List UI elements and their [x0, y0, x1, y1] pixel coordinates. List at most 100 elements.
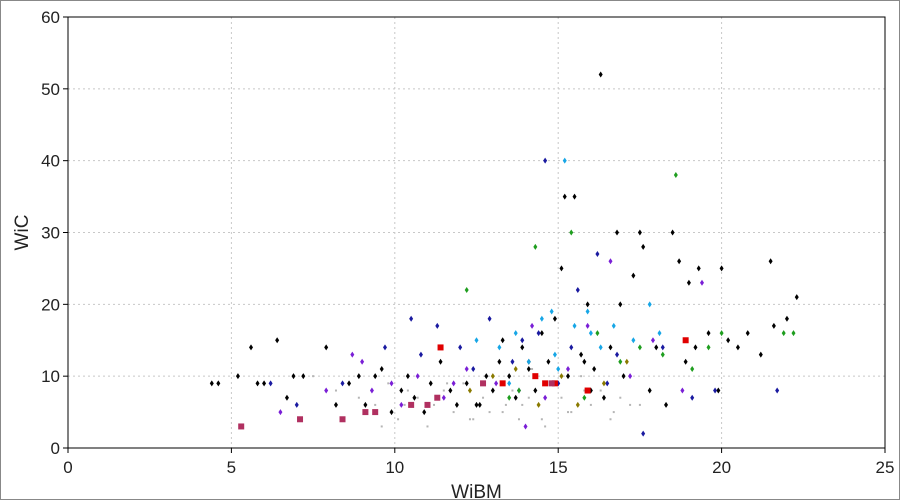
data-point-black [464, 380, 469, 387]
y-tick-label: 60 [41, 8, 60, 27]
data-point-black [608, 344, 613, 351]
data-point-black [566, 373, 571, 380]
data-point-gray [531, 367, 534, 370]
data-point-green [569, 229, 574, 236]
data-point-gray [567, 411, 570, 414]
data-point-purple [389, 380, 394, 387]
data-point-green [781, 330, 786, 337]
data-point-black [631, 272, 636, 279]
data-point-black [601, 394, 606, 401]
data-point-navy [487, 315, 492, 322]
data-point-cyan [549, 308, 554, 315]
data-point-black [399, 387, 404, 394]
data-point-black [438, 358, 443, 365]
data-point-cyan [611, 322, 616, 329]
data-point-purple [530, 322, 535, 329]
data-point-red [682, 337, 689, 344]
data-point-gray [433, 403, 436, 406]
data-point-purple [360, 358, 365, 365]
data-point-black [706, 330, 711, 337]
data-point-gray [442, 389, 445, 392]
data-point-purple [585, 322, 590, 329]
y-tick-label: 10 [41, 367, 60, 386]
data-point-maroon [408, 401, 415, 408]
data-point-navy [595, 251, 600, 258]
data-point-black [448, 387, 453, 394]
data-point-maroon [548, 380, 555, 387]
data-point-purple [399, 401, 404, 408]
y-tick-label: 40 [41, 152, 60, 171]
data-point-red [551, 380, 558, 387]
y-tick-label: 0 [51, 439, 60, 458]
data-point-navy [775, 387, 780, 394]
data-point-black [539, 330, 544, 337]
data-point-gray [527, 396, 530, 399]
data-point-maroon [297, 416, 304, 423]
data-point-purple [369, 387, 374, 394]
data-point-green [719, 330, 724, 337]
data-point-navy [418, 351, 423, 358]
x-tick-label: 0 [63, 458, 72, 477]
data-point-olive [513, 365, 518, 372]
data-point-cyan [598, 344, 603, 351]
data-point-navy [660, 344, 665, 351]
data-point-gray [599, 389, 602, 392]
data-point-black [255, 380, 260, 387]
data-point-maroon [480, 380, 487, 387]
data-point-black [647, 387, 652, 394]
data-point-cyan [507, 380, 512, 387]
data-point-navy [575, 286, 580, 293]
data-point-purple [494, 380, 499, 387]
data-point-black [664, 401, 669, 408]
data-point-black [262, 380, 267, 387]
data-point-navy [536, 330, 541, 337]
data-point-black [363, 401, 368, 408]
data-point-purple [324, 387, 329, 394]
data-point-olive [601, 380, 606, 387]
data-point-black [324, 344, 329, 351]
data-point-gray [580, 375, 583, 378]
data-point-black [598, 71, 603, 78]
data-point-purple [278, 409, 283, 416]
data-point-black [356, 373, 361, 380]
data-point-gray [521, 403, 524, 406]
data-point-gray [544, 425, 547, 428]
data-point-gray [452, 411, 455, 414]
data-point-maroon [424, 401, 431, 408]
data-point-cyan [562, 157, 567, 164]
data-point-cyan [552, 351, 557, 358]
y-tick-label: 50 [41, 80, 60, 99]
data-point-gray [570, 411, 573, 414]
data-point-gray [589, 403, 592, 406]
data-point-black [333, 401, 338, 408]
data-point-purple [441, 394, 446, 401]
data-point-black [216, 380, 221, 387]
data-point-black [405, 373, 410, 380]
data-point-black [422, 409, 427, 416]
data-point-black [726, 337, 731, 344]
data-point-gray [482, 396, 485, 399]
data-point-black [454, 401, 459, 408]
data-point-olive [536, 401, 541, 408]
y-tick-label: 20 [41, 295, 60, 314]
data-point-black [719, 265, 724, 272]
data-point-navy [435, 322, 440, 329]
data-point-navy [615, 351, 620, 358]
data-point-cyan [588, 330, 593, 337]
data-point-black [716, 387, 721, 394]
data-point-red [584, 387, 591, 394]
data-point-gray [426, 425, 429, 428]
data-point-purple [650, 337, 655, 344]
data-point-gray [403, 403, 406, 406]
data-point-black [526, 365, 531, 372]
data-point-navy [268, 380, 273, 387]
data-point-black [735, 344, 740, 351]
data-point-black [428, 380, 433, 387]
data-point-black [677, 258, 682, 265]
data-point-navy [543, 157, 548, 164]
data-point-green [533, 243, 538, 250]
data-point-maroon [339, 416, 346, 423]
data-point-black [500, 337, 505, 344]
data-point-black [513, 394, 518, 401]
data-point-cyan [572, 322, 577, 329]
